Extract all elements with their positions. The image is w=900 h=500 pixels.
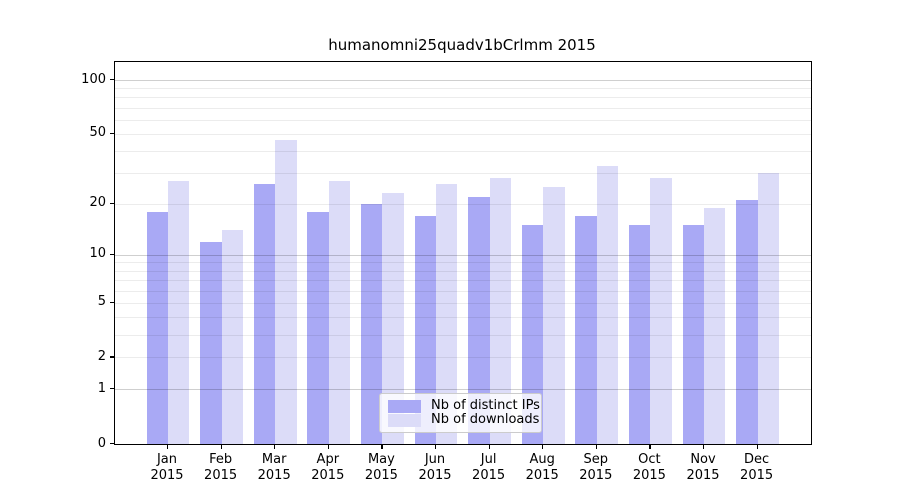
x-tick-label-jul: Jul 2015 [472,452,506,483]
y-tick-label-1: 1 [97,380,106,396]
x-tick-label-dec: Dec 2015 [740,452,774,483]
legend: Nb of distinct IPs Nb of downloads [379,393,542,433]
x-tick-label-may: May 2015 [364,452,398,483]
x-tick-mark-apr [327,445,329,449]
gridline-minor-60 [115,119,811,121]
x-tick-label-jun: Jun 2015 [418,452,452,483]
x-tick-mark-feb [220,445,222,449]
gridline-minor-40 [115,151,811,153]
legend-swatch-downloads [388,413,421,427]
gridline-minor-20 [115,203,811,205]
y-tick-mark-5 [110,301,114,303]
bar-downloads-aug [543,187,565,444]
x-tick-mark-aug [542,445,544,449]
gridline-minor-8 [115,270,811,272]
legend-label-distinct-ips: Nb of distinct IPs [431,398,540,413]
bar-downloads-nov [704,207,726,444]
bar-distinct-ips-sep [575,216,597,444]
bar-downloads-mar [275,140,297,444]
x-tick-label-mar: Mar 2015 [257,452,291,483]
legend-swatch-distinct-ips [388,399,421,413]
bar-distinct-ips-aug [521,225,544,444]
gridline-major-10 [115,254,811,256]
bar-distinct-ips-jan [146,211,168,444]
y-tick-label-100: 100 [81,71,106,87]
y-tick-label-20: 20 [89,195,106,211]
bar-downloads-dec [757,173,780,444]
y-tick-label-10: 10 [89,246,106,262]
x-tick-mark-dec [756,445,758,449]
y-tick-label-0: 0 [97,435,106,451]
x-tick-mark-jul [488,445,490,449]
gridline-minor-70 [115,107,811,109]
bar-distinct-ips-mar [253,184,276,444]
x-tick-label-oct: Oct 2015 [632,452,666,483]
y-tick-mark-1 [110,388,114,390]
y-tick-mark-20 [110,202,114,205]
x-tick-label-sep: Sep 2015 [579,452,613,483]
gridline-major-100 [115,80,811,81]
gridline-minor-80 [115,97,811,99]
bar-distinct-ips-jul [468,196,490,444]
x-tick-mark-nov [703,445,705,449]
bar-distinct-ips-dec [736,200,758,444]
bar-distinct-ips-feb [200,241,222,444]
y-tick-label-5: 5 [97,294,106,310]
gridline-minor-7 [115,280,811,281]
bar-distinct-ips-nov [682,225,704,444]
gridline-minor-50 [115,133,811,135]
bar-downloads-feb [221,230,244,444]
y-tick-mark-2 [110,356,114,358]
chart-title: humanomni25quadv1bCrlmm 2015 [328,36,596,54]
gridline-minor-3 [115,334,811,336]
legend-label-downloads: Nb of downloads [431,412,540,427]
x-tick-label-nov: Nov 2015 [686,452,720,483]
gridline-minor-90 [115,88,811,90]
bar-distinct-ips-apr [307,211,329,444]
x-tick-label-aug: Aug 2015 [525,452,559,483]
gridline-minor-4 [115,317,811,319]
bar-downloads-jan [168,181,190,444]
legend-entry-downloads: Nb of downloads [388,413,539,427]
bar-distinct-ips-jun [414,216,436,444]
y-tick-label-2: 2 [97,348,106,364]
bar-distinct-ips-may [360,203,383,444]
legend-entry-distinct-ips: Nb of distinct IPs [388,399,540,413]
x-tick-mark-jun [435,445,437,449]
x-tick-mark-jan [167,445,169,449]
bar-downloads-jun [436,184,458,444]
y-tick-mark-0 [110,443,114,445]
y-tick-mark-10 [110,253,114,256]
x-tick-mark-sep [595,445,597,449]
gridline-major-1 [115,389,811,391]
x-tick-label-apr: Apr 2015 [311,452,345,483]
gridline-minor-2 [115,357,811,359]
y-tick-label-50: 50 [89,125,106,141]
x-tick-label-jan: Jan 2015 [150,452,184,483]
x-tick-mark-oct [649,445,651,449]
gridline-minor-6 [115,290,811,292]
plot-area [114,61,812,445]
bar-downloads-oct [650,178,672,444]
gridline-minor-9 [115,262,811,264]
gridline-minor-30 [115,173,811,175]
gridline-minor-5 [115,302,811,304]
bar-downloads-apr [328,181,351,444]
bar-downloads-jul [489,178,512,444]
bar-downloads-sep [596,165,619,444]
y-tick-mark-50 [110,132,114,135]
bar-distinct-ips-oct [628,225,651,444]
x-tick-mark-may [381,445,383,449]
x-tick-label-feb: Feb 2015 [204,452,238,483]
x-tick-mark-mar [274,445,276,449]
bar-downloads-may [382,193,404,444]
y-tick-mark-100 [110,79,114,81]
